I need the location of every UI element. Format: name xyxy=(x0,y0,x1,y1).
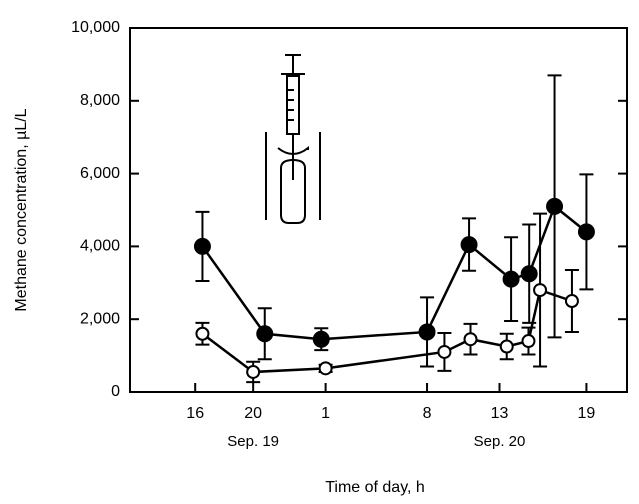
y-tick-label: 10,000 xyxy=(71,19,120,36)
data-point xyxy=(195,326,210,341)
x-axis-label: Time of day, h xyxy=(325,479,425,496)
data-point xyxy=(437,344,452,359)
data-point xyxy=(520,265,538,283)
data-point xyxy=(312,330,330,348)
date-label: Sep. 20 xyxy=(474,433,526,450)
data-point xyxy=(460,236,478,254)
y-tick-label: 0 xyxy=(111,383,120,400)
data-point xyxy=(502,270,520,288)
y-tick-label: 4,000 xyxy=(80,238,120,255)
data-point xyxy=(256,325,274,343)
data-point xyxy=(533,283,548,298)
x-tick-label: 16 xyxy=(186,405,204,422)
data-point xyxy=(318,361,333,376)
data-point xyxy=(499,339,514,354)
syringe-icon xyxy=(265,54,321,224)
x-tick-label: 8 xyxy=(423,405,432,422)
data-point xyxy=(546,197,564,215)
y-axis-label: Methane concentration, µL/L xyxy=(13,108,30,311)
data-point xyxy=(418,323,436,341)
x-tick-label: 13 xyxy=(491,405,509,422)
x-tick-label: 20 xyxy=(244,405,262,422)
y-tick-label: 2,000 xyxy=(80,310,120,327)
plot-frame xyxy=(129,27,628,393)
data-point xyxy=(193,237,211,255)
date-label: Sep. 19 xyxy=(227,433,279,450)
x-tick-label: 1 xyxy=(321,405,330,422)
x-tick-label: 19 xyxy=(578,405,596,422)
y-tick-label: 8,000 xyxy=(80,92,120,109)
y-tick-label: 6,000 xyxy=(80,165,120,182)
data-point xyxy=(246,364,261,379)
data-point xyxy=(463,332,478,347)
data-point xyxy=(564,294,579,308)
data-point xyxy=(521,334,536,349)
data-point xyxy=(577,223,595,241)
